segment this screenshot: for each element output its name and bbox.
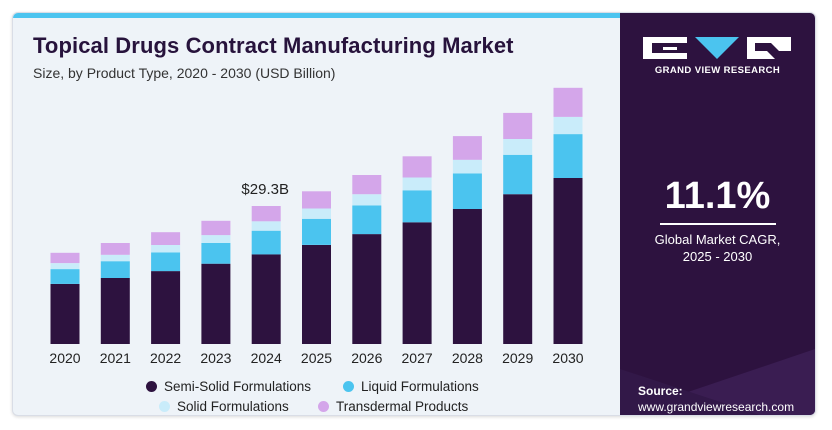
x-tick-label-2024: 2024	[251, 350, 282, 366]
bar-segment-transdermal-products-2022	[151, 232, 181, 245]
x-tick-label-2027: 2027	[402, 350, 433, 366]
source-label: Source:	[638, 384, 683, 398]
panel-decoration	[620, 349, 815, 415]
legend-item-transdermal: Transdermal Products	[318, 399, 468, 414]
bar-segment-liquid-formulations-2024	[251, 230, 281, 255]
grand-view-research-logo	[643, 37, 791, 59]
bar-segment-liquid-formulations-2026	[352, 205, 382, 235]
bar-segment-semi-solid-formulations-2023	[201, 263, 231, 344]
legend-label-solid: Solid Formulations	[177, 399, 289, 414]
cagr-value: 11.1%	[664, 175, 771, 217]
cagr-label-line2: 2025 - 2030	[682, 249, 753, 264]
bar-segment-liquid-formulations-2021	[100, 261, 130, 278]
bar-segment-semi-solid-formulations-2024	[251, 254, 281, 344]
bar-segment-liquid-formulations-2020	[50, 269, 80, 284]
bar-segment-transdermal-products-2027	[402, 156, 432, 178]
x-tick-label-2029: 2029	[502, 350, 533, 366]
bar-segment-solid-formulations-2028	[452, 159, 482, 174]
bar-segment-liquid-formulations-2029	[503, 154, 533, 195]
bar-segment-liquid-formulations-2028	[452, 173, 482, 209]
bar-segment-solid-formulations-2024	[251, 221, 281, 231]
bar-segment-transdermal-products-2024	[251, 206, 281, 222]
bar-segment-transdermal-products-2030	[553, 87, 583, 117]
top-accent-bar	[13, 13, 620, 18]
bar-segment-solid-formulations-2029	[503, 139, 533, 155]
chart-card: Topical Drugs Contract Manufacturing Mar…	[12, 12, 816, 416]
bar-segment-transdermal-products-2021	[100, 243, 130, 255]
source-url[interactable]: www.grandviewresearch.com	[638, 400, 795, 414]
side-panel: GRAND VIEW RESEARCH 11.1% Global Market …	[620, 13, 815, 415]
brand-name: GRAND VIEW RESEARCH	[654, 65, 781, 76]
bar-segment-liquid-formulations-2023	[201, 243, 231, 264]
cagr-label-line1: Global Market CAGR,	[654, 232, 781, 247]
stacked-bar-chart: 2020 2021 2022 2023 2024 $29.3B 2025 2026 2027 20…	[49, 87, 584, 366]
bar-segment-semi-solid-formulations-2020	[50, 283, 80, 344]
legend-item-liquid: Liquid Formulations	[343, 379, 479, 394]
x-tick-label-2022: 2022	[150, 350, 181, 366]
legend-item-semi-solid: Semi-Solid Formulations	[146, 379, 311, 394]
bar-segment-transdermal-products-2026	[352, 175, 382, 195]
bar-segment-semi-solid-formulations-2026	[352, 234, 382, 344]
bar-segment-liquid-formulations-2030	[553, 134, 583, 178]
bar-segment-liquid-formulations-2027	[402, 190, 432, 223]
legend-label-transdermal: Transdermal Products	[336, 399, 469, 414]
x-tick-label-2026: 2026	[351, 350, 382, 366]
legend-swatch-semi-solid	[146, 381, 157, 392]
legend-swatch-liquid	[343, 381, 354, 392]
x-tick-label-2030: 2030	[552, 350, 583, 366]
bar-segment-solid-formulations-2030	[553, 116, 583, 135]
data-label-2024: $29.3B	[241, 181, 289, 198]
bar-segment-solid-formulations-2022	[151, 245, 181, 253]
bar-segment-transdermal-products-2029	[503, 112, 533, 139]
x-tick-label-2020: 2020	[49, 350, 80, 366]
bar-segment-transdermal-products-2028	[452, 136, 482, 160]
x-tick-label-2028: 2028	[452, 350, 483, 366]
legend-swatch-transdermal	[318, 401, 329, 412]
bar-segment-solid-formulations-2020	[50, 263, 80, 270]
bar-segment-transdermal-products-2020	[50, 252, 80, 264]
bar-segment-semi-solid-formulations-2025	[302, 245, 331, 344]
x-tick-label-2023: 2023	[200, 350, 231, 366]
bar-segment-semi-solid-formulations-2022	[151, 271, 181, 344]
bar-segment-semi-solid-formulations-2021	[100, 278, 130, 344]
bar-segment-transdermal-products-2023	[201, 220, 231, 236]
bar-segment-transdermal-products-2025	[302, 191, 331, 209]
legend-swatch-solid	[159, 401, 170, 412]
bar-segment-solid-formulations-2023	[201, 235, 231, 243]
chart-title: Topical Drugs Contract Manufacturing Mar…	[33, 33, 514, 58]
legend-item-solid: Solid Formulations	[159, 399, 289, 414]
bar-segment-liquid-formulations-2025	[302, 218, 331, 245]
bar-segment-solid-formulations-2025	[302, 208, 331, 219]
bar-segment-semi-solid-formulations-2027	[402, 222, 432, 344]
bar-segment-semi-solid-formulations-2029	[503, 194, 533, 344]
bar-segment-solid-formulations-2021	[100, 254, 130, 262]
bar-segment-solid-formulations-2027	[402, 177, 432, 191]
x-tick-label-2025: 2025	[301, 350, 332, 366]
legend-label-semi-solid: Semi-Solid Formulations	[164, 379, 312, 394]
chart-subtitle: Size, by Product Type, 2020 - 2030 (USD …	[33, 65, 336, 81]
bar-segment-solid-formulations-2026	[352, 194, 382, 206]
bar-segment-liquid-formulations-2022	[151, 252, 181, 272]
legend-label-liquid: Liquid Formulations	[361, 379, 479, 394]
cagr-label: Global Market CAGR, 2025 - 2030	[620, 231, 815, 265]
cagr-divider	[660, 223, 776, 225]
bar-segment-semi-solid-formulations-2028	[452, 209, 482, 344]
x-tick-label-2021: 2021	[100, 350, 131, 366]
bar-segment-semi-solid-formulations-2030	[553, 178, 583, 344]
